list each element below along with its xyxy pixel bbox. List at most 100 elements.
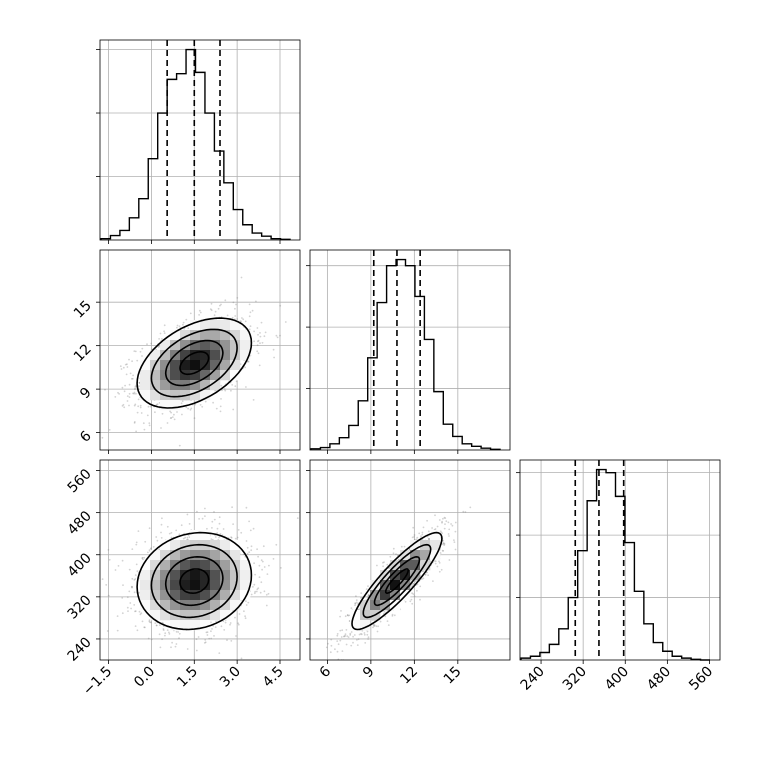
scatter-point: [250, 593, 253, 596]
density-cell: [160, 360, 171, 371]
scatter-point: [136, 411, 139, 414]
scatter-point: [121, 612, 124, 615]
scatter-point: [354, 604, 356, 607]
density-cell: [190, 360, 201, 371]
scatter-point: [448, 528, 451, 531]
scatter-point: [121, 405, 124, 407]
scatter-point: [229, 622, 232, 624]
scatter-point: [235, 380, 238, 383]
scatter-point: [413, 595, 416, 598]
scatter-point: [234, 537, 237, 540]
scatter-point: [204, 400, 207, 403]
scatter-point: [156, 403, 159, 405]
scatter-point: [261, 560, 264, 563]
scatter-point: [266, 573, 269, 575]
density-cell: [230, 540, 241, 551]
scatter-point: [150, 342, 153, 345]
scatter-point: [360, 633, 363, 636]
scatter-point: [187, 534, 190, 537]
scatter-point: [235, 635, 237, 637]
scatter-point: [143, 626, 146, 629]
scatter-point: [211, 520, 214, 523]
panel-1-1: [306, 249, 511, 454]
scatter-point: [256, 344, 259, 347]
scatter-point: [469, 506, 472, 509]
density-cell: [160, 400, 171, 411]
scatter-point: [444, 517, 447, 519]
density-contour: [150, 328, 238, 398]
scatter-point: [427, 538, 430, 540]
density-cell: [210, 600, 221, 611]
scatter-point: [352, 635, 354, 638]
density-cell: [210, 550, 221, 561]
density-cell: [170, 400, 181, 411]
scatter-point: [355, 595, 357, 598]
scatter-point: [183, 327, 186, 330]
scatter-point: [171, 416, 174, 418]
scatter-point: [205, 631, 208, 634]
scatter-point: [224, 389, 227, 392]
scatter-point: [275, 543, 278, 546]
scatter-point: [248, 520, 251, 523]
density-contour: [136, 531, 253, 631]
density-cell: [170, 540, 181, 551]
density-cell: [210, 570, 221, 581]
scatter-point: [211, 628, 213, 630]
scatter-point: [147, 551, 149, 554]
scatter-point: [121, 386, 124, 389]
scatter-point: [397, 558, 400, 561]
density-cell: [200, 320, 211, 331]
density-cell: [170, 620, 181, 631]
density-cell: [160, 380, 171, 391]
density-cell: [140, 560, 151, 571]
scatter-point: [141, 556, 144, 559]
scatter-point: [232, 408, 235, 411]
scatter-point: [387, 624, 390, 626]
scatter-point: [253, 562, 256, 565]
scatter-point: [241, 317, 243, 319]
scatter-point: [120, 368, 123, 370]
scatter-point: [231, 384, 234, 386]
scatter-point: [258, 576, 261, 579]
scatter-point: [189, 312, 192, 315]
scatter-point: [252, 586, 254, 588]
scatter-point: [133, 604, 136, 606]
scatter-point: [442, 542, 445, 544]
scatter-point: [345, 643, 348, 646]
scatter-point: [176, 326, 178, 329]
scatter-point: [158, 633, 161, 636]
scatter-point: [464, 511, 467, 513]
axes-frame: [99, 39, 301, 241]
density-cell: [190, 590, 201, 601]
scatter-point: [258, 564, 261, 567]
scatter-point: [128, 383, 131, 386]
scatter-point: [438, 519, 441, 521]
scatter-point: [169, 410, 172, 413]
scatter-point: [219, 405, 222, 408]
scatter-point: [276, 336, 279, 339]
scatter-point: [443, 516, 446, 519]
scatter-point: [148, 619, 151, 621]
scatter-point: [126, 596, 129, 599]
scatter-point: [214, 536, 217, 538]
density-cell: [220, 550, 231, 561]
scatter-point: [367, 638, 369, 640]
density-cell: [160, 550, 171, 561]
scatter-point: [428, 538, 430, 541]
scatter-point: [215, 407, 218, 410]
density-cell: [190, 390, 201, 401]
scatter-point: [432, 580, 434, 582]
density-cell: [230, 320, 241, 331]
scatter-point: [244, 366, 247, 369]
density-cell: [150, 560, 161, 571]
panel-content: [325, 506, 472, 660]
density-cell: [200, 370, 211, 381]
scatter-point: [168, 532, 171, 535]
scatter-point: [272, 558, 275, 560]
scatter-point: [386, 620, 389, 622]
scatter-point: [182, 537, 185, 540]
scatter-point: [210, 538, 213, 540]
scatter-point: [134, 610, 136, 613]
scatter-point: [232, 301, 235, 304]
scatter-point: [245, 604, 248, 606]
